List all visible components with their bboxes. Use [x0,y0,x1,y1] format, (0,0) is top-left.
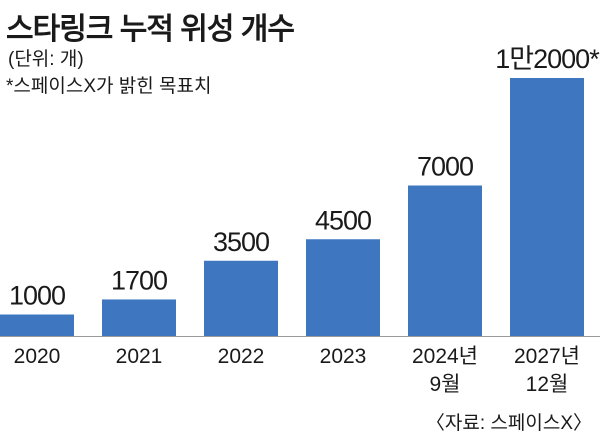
x-tick-label-1: 2021 [116,345,163,368]
bar-4 [408,185,482,336]
x-tick-label-5-0: 2027년 [514,345,580,368]
footnote: *스페이스X가 밝힌 목표치 [6,76,212,97]
x-tick-label-0: 2020 [14,345,61,368]
chart-title: 스타링크 누적 위성 개수 [6,13,295,46]
x-tick-label-4-1: 9월 [430,373,461,396]
data-label-4: 7000 [417,152,473,182]
data-label-1: 1700 [111,265,167,295]
unit-label: (단위: 개) [8,49,84,70]
bar-5 [510,78,584,336]
x-tick-label-5-1: 12월 [526,373,569,396]
x-tick-label-4-0: 2024년 [412,345,478,368]
x-tick-label-2: 2022 [218,345,265,368]
data-label-2: 3500 [213,227,269,257]
x-tick-label-3: 2023 [320,345,367,368]
bar-2 [204,260,278,336]
data-label-0: 1000 [9,281,65,311]
data-label-5: 1만2000* [495,44,600,74]
source-label: 〈자료: 스페이스X〉 [425,413,592,434]
data-label-3: 4500 [315,205,371,235]
bar-1 [102,299,176,336]
bar-0 [0,314,74,336]
bar-3 [306,239,380,336]
